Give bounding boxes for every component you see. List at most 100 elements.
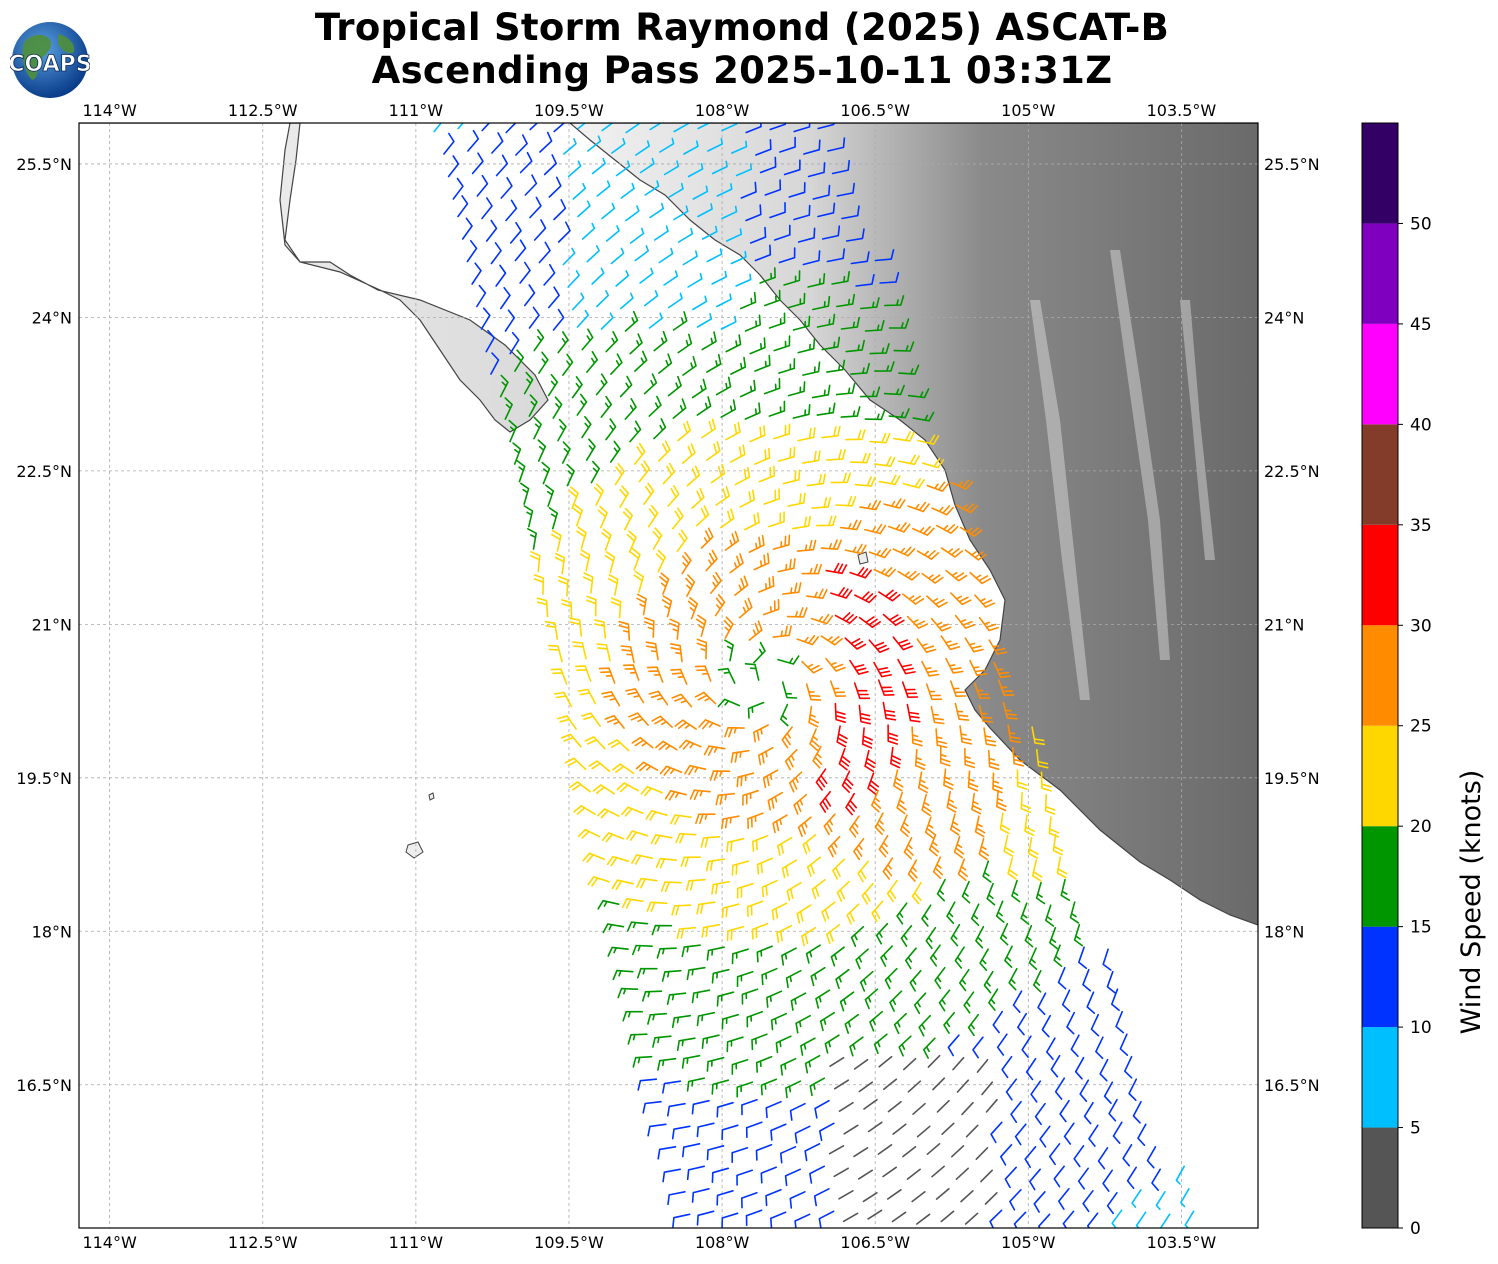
wind-barb [697, 123, 711, 130]
wind-barb [817, 202, 836, 218]
wind-barb [606, 855, 630, 867]
wind-barb [566, 463, 575, 487]
island-small [428, 792, 435, 801]
wind-barb [567, 270, 580, 288]
wind-barb [805, 944, 821, 964]
wind-barb [649, 202, 665, 219]
wind-barb [778, 247, 796, 264]
wind-barb [648, 312, 663, 329]
wind-barb [907, 388, 930, 399]
wind-barb [597, 808, 620, 819]
wind-barb [873, 661, 892, 678]
wind-barb [975, 925, 985, 949]
lat-tick-label-left: 21°N [32, 615, 72, 634]
wind-barb [853, 682, 871, 700]
wind-barb [1106, 1192, 1118, 1215]
wind-barb [640, 785, 663, 797]
wind-barb [926, 595, 948, 608]
wind-barb [878, 1055, 893, 1068]
wind-barb [577, 828, 601, 839]
wind-barb [916, 1213, 931, 1225]
wind-barb [581, 222, 596, 240]
wind-barb [1046, 1037, 1056, 1060]
wind-barb [844, 637, 867, 650]
wind-barb [582, 572, 594, 594]
wind-barb [519, 261, 531, 284]
wind-barb [721, 1124, 739, 1141]
wind-barb [1017, 1012, 1027, 1036]
wind-barb [1111, 988, 1120, 1011]
wind-barb [675, 832, 697, 844]
wind-barb [645, 641, 659, 661]
wind-barb [1059, 1099, 1070, 1123]
wind-barb [530, 551, 541, 573]
wind-barb [826, 359, 846, 373]
wind-barb [913, 992, 927, 1015]
wind-barb [753, 724, 769, 743]
wind-barb [936, 878, 946, 902]
wind-barb [868, 547, 892, 559]
colorbar-tick-label: 15 [1410, 918, 1432, 938]
wind-barb [642, 990, 663, 1002]
wind-barb [834, 1079, 850, 1090]
wind-barb [647, 1012, 667, 1025]
wind-barb [801, 450, 821, 464]
wind-barb [620, 645, 635, 664]
wind-barb [853, 1147, 869, 1158]
wind-barb [980, 1169, 993, 1183]
wind-barb [946, 901, 956, 924]
wind-barb [783, 159, 801, 176]
wind-barb [721, 1013, 739, 1030]
wind-barb [780, 1057, 797, 1076]
wind-barb [892, 546, 916, 557]
wind-barb [671, 693, 693, 708]
wind-barb [537, 439, 547, 462]
wind-barb [972, 1036, 984, 1059]
wind-barb [481, 197, 493, 220]
wind-barb [781, 681, 798, 699]
wind-barb [723, 616, 734, 639]
wind-barb [816, 402, 836, 416]
wind-barb [745, 1209, 763, 1226]
wind-barb [844, 543, 867, 555]
wind-barb [653, 418, 667, 440]
wind-barb [610, 353, 623, 375]
colorbar-bin [1362, 123, 1398, 224]
wind-barb [785, 969, 802, 989]
logo-text: COAPS [10, 52, 90, 77]
wind-barb [563, 138, 577, 155]
wind-barb [682, 1143, 701, 1158]
wind-barb [590, 460, 600, 484]
wind-barb [614, 463, 625, 486]
wind-barb [964, 549, 987, 561]
wind-barb [888, 522, 911, 533]
wind-barb [882, 613, 905, 626]
wind-barb [912, 525, 935, 536]
wind-barb [943, 768, 954, 790]
wind-barb [1128, 1078, 1138, 1101]
wind-barb [974, 815, 986, 838]
wind-barb [945, 657, 964, 674]
lat-tick-label-right: 21°N [1264, 615, 1304, 634]
wind-barb [932, 1077, 946, 1091]
wind-barb [655, 549, 666, 573]
wind-barb [955, 503, 978, 514]
wind-barb [562, 353, 574, 376]
wind-barb [677, 227, 694, 243]
wind-barb [598, 667, 616, 684]
wind-barb [864, 409, 886, 421]
wind-barb [869, 1010, 883, 1032]
wind-barb [901, 681, 919, 698]
wind-barb [795, 1014, 811, 1034]
wind-barb [809, 1077, 826, 1097]
wind-barb [935, 1188, 950, 1200]
wind-barb [701, 225, 718, 240]
wind-barb [770, 1012, 787, 1031]
wind-barb [617, 987, 639, 999]
wind-barb [717, 698, 741, 708]
lon-tick-label-bottom: 111°W [389, 1233, 444, 1252]
wind-barb [1057, 966, 1067, 990]
wind-barb [772, 534, 791, 550]
wind-barb [850, 925, 865, 947]
wind-barb [776, 924, 793, 944]
